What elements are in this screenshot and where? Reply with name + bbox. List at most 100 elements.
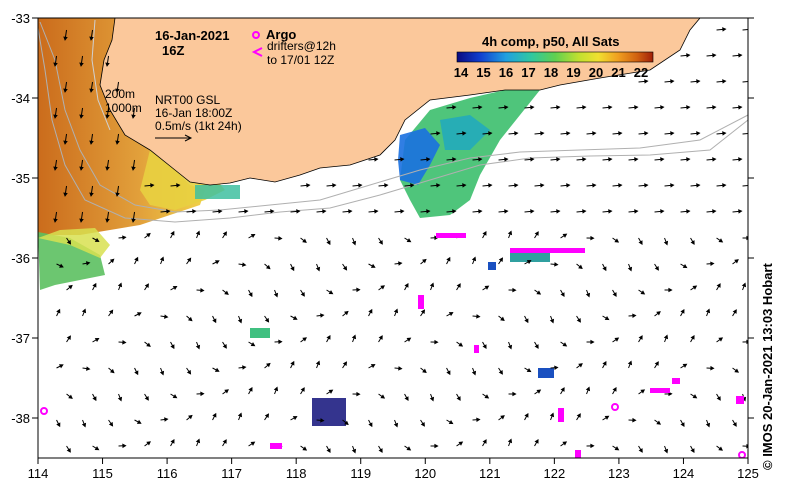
current-vector-head — [640, 290, 646, 295]
current-vector-head — [634, 105, 639, 110]
current-vector-head — [79, 218, 84, 223]
current-vector-head — [66, 239, 72, 245]
current-vector-head — [614, 446, 620, 451]
current-vector-head — [436, 183, 441, 188]
current-vector — [742, 28, 748, 31]
current-vector-head — [218, 209, 223, 214]
current-vector-head — [504, 105, 509, 110]
current-vector-head — [108, 309, 114, 315]
current-vector-head — [368, 308, 373, 314]
sst-patch — [195, 185, 240, 199]
current-vector-head — [732, 422, 737, 427]
current-vector-head — [187, 316, 193, 322]
current-vector-head — [136, 312, 142, 317]
current-vector-head — [109, 368, 115, 374]
current-vector-head — [712, 157, 717, 162]
current-vector-head — [406, 337, 412, 342]
current-vector-head — [556, 209, 561, 214]
drifter-track — [474, 345, 479, 353]
current-vector-head — [351, 240, 357, 246]
current-vector-head — [344, 310, 349, 316]
current-vector-head — [612, 292, 617, 297]
map-frame — [37, 17, 749, 459]
current-vector-head — [94, 337, 100, 343]
current-vector-head — [186, 257, 192, 263]
current-vector-head — [718, 238, 724, 243]
current-vector-head — [582, 105, 587, 110]
current-vector-head — [115, 192, 120, 197]
current-vector-head — [705, 422, 711, 428]
current-vector-head — [374, 209, 379, 214]
current-vector-head — [562, 342, 568, 347]
current-vector-head — [549, 412, 555, 418]
current-vector-head — [504, 157, 509, 162]
current-vector-head — [640, 389, 646, 394]
current-vector-head — [500, 316, 505, 322]
x-tick-label: 114 — [28, 466, 49, 481]
contour-200m — [39, 21, 748, 213]
current-vector-head — [105, 62, 110, 67]
current-vector-head — [166, 209, 171, 214]
current-source: NRT00 GSL — [155, 93, 220, 107]
current-vector-head — [549, 318, 555, 324]
current-vector-head — [482, 439, 487, 444]
current-vector-head — [328, 290, 334, 295]
current-vector-head — [122, 443, 127, 449]
current-vector-head — [534, 439, 539, 444]
current-vector-head — [56, 422, 61, 428]
current-vector-head — [696, 79, 701, 84]
current-vector-head — [79, 166, 84, 171]
current-vector-head — [266, 362, 271, 368]
current-vector-head — [159, 370, 165, 376]
argo-float — [738, 451, 746, 458]
current-vector-head — [560, 292, 565, 297]
current-vector-head — [53, 114, 58, 119]
current-vector-head — [222, 344, 227, 349]
current-vector-head — [200, 391, 205, 397]
current-vector-head — [488, 183, 493, 188]
current-vector-head — [89, 36, 94, 41]
map-hour: 16Z — [162, 43, 184, 58]
current-vector-head — [660, 105, 665, 110]
current-vector-head — [498, 257, 504, 263]
current-vector-head — [692, 285, 698, 290]
drifter-label: drifters@12h — [267, 39, 336, 53]
current-vector-head — [237, 318, 243, 324]
x-axis: 114 115 116 117 118 119 120 121 122 123 124 125 — [28, 458, 759, 481]
current-vector-head — [660, 157, 665, 162]
current-vector-head — [656, 311, 661, 316]
current-vector-head — [105, 114, 110, 119]
current-vector-head — [429, 282, 435, 288]
current-vector-head — [710, 365, 715, 371]
current-vector-head — [682, 264, 688, 269]
current-vector-head — [524, 318, 529, 324]
current-vector-head — [370, 263, 376, 268]
current-vector-head — [53, 166, 58, 171]
current-vector-head — [749, 28, 752, 31]
current-vector-head — [734, 368, 740, 373]
current-vector-head — [326, 448, 331, 453]
current-vector-head — [378, 448, 383, 453]
current-vector-head — [507, 230, 513, 236]
colorbar-tick-label: 15 — [476, 65, 490, 80]
current-vector-head — [434, 443, 439, 449]
current-vector-head — [81, 308, 87, 314]
current-vector-head — [224, 290, 229, 295]
drifter-track — [736, 396, 744, 404]
current-vector-head — [422, 368, 427, 374]
drifter-track — [558, 408, 564, 422]
current-vector-head — [115, 88, 120, 93]
current-vector-head — [200, 288, 205, 293]
current-vector-head — [526, 368, 532, 373]
colorbar-tick-label: 20 — [589, 65, 603, 80]
current-vector-head — [131, 218, 136, 223]
current-vector-head — [406, 446, 412, 451]
current-vector-head — [188, 414, 193, 420]
y-tick-label: -34 — [11, 91, 30, 106]
current-vector — [742, 184, 748, 187]
current-vector-head — [634, 157, 639, 162]
current-vector-head — [370, 364, 376, 369]
current-vector-head — [590, 235, 595, 241]
current-vector — [742, 80, 748, 83]
current-vector-head — [195, 344, 201, 350]
